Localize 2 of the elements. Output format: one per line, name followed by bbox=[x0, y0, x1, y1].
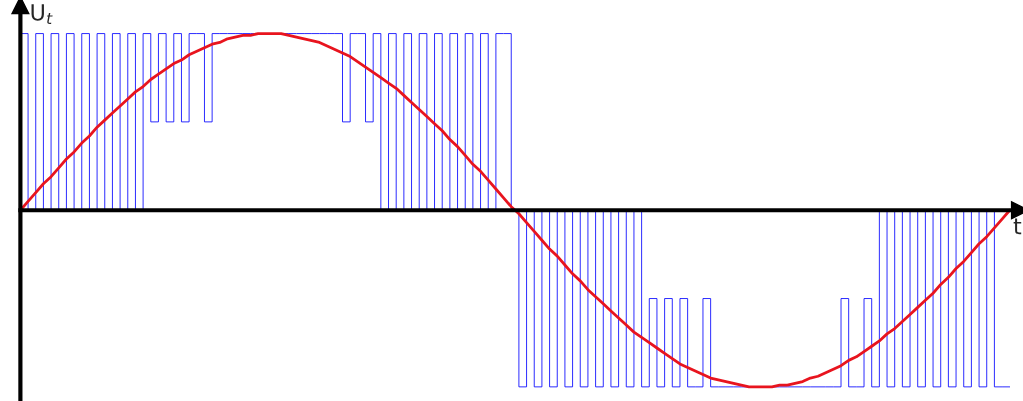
x-axis-title: t bbox=[1013, 218, 1022, 235]
y-axis-title: U$_{t}$ bbox=[31, 4, 53, 25]
